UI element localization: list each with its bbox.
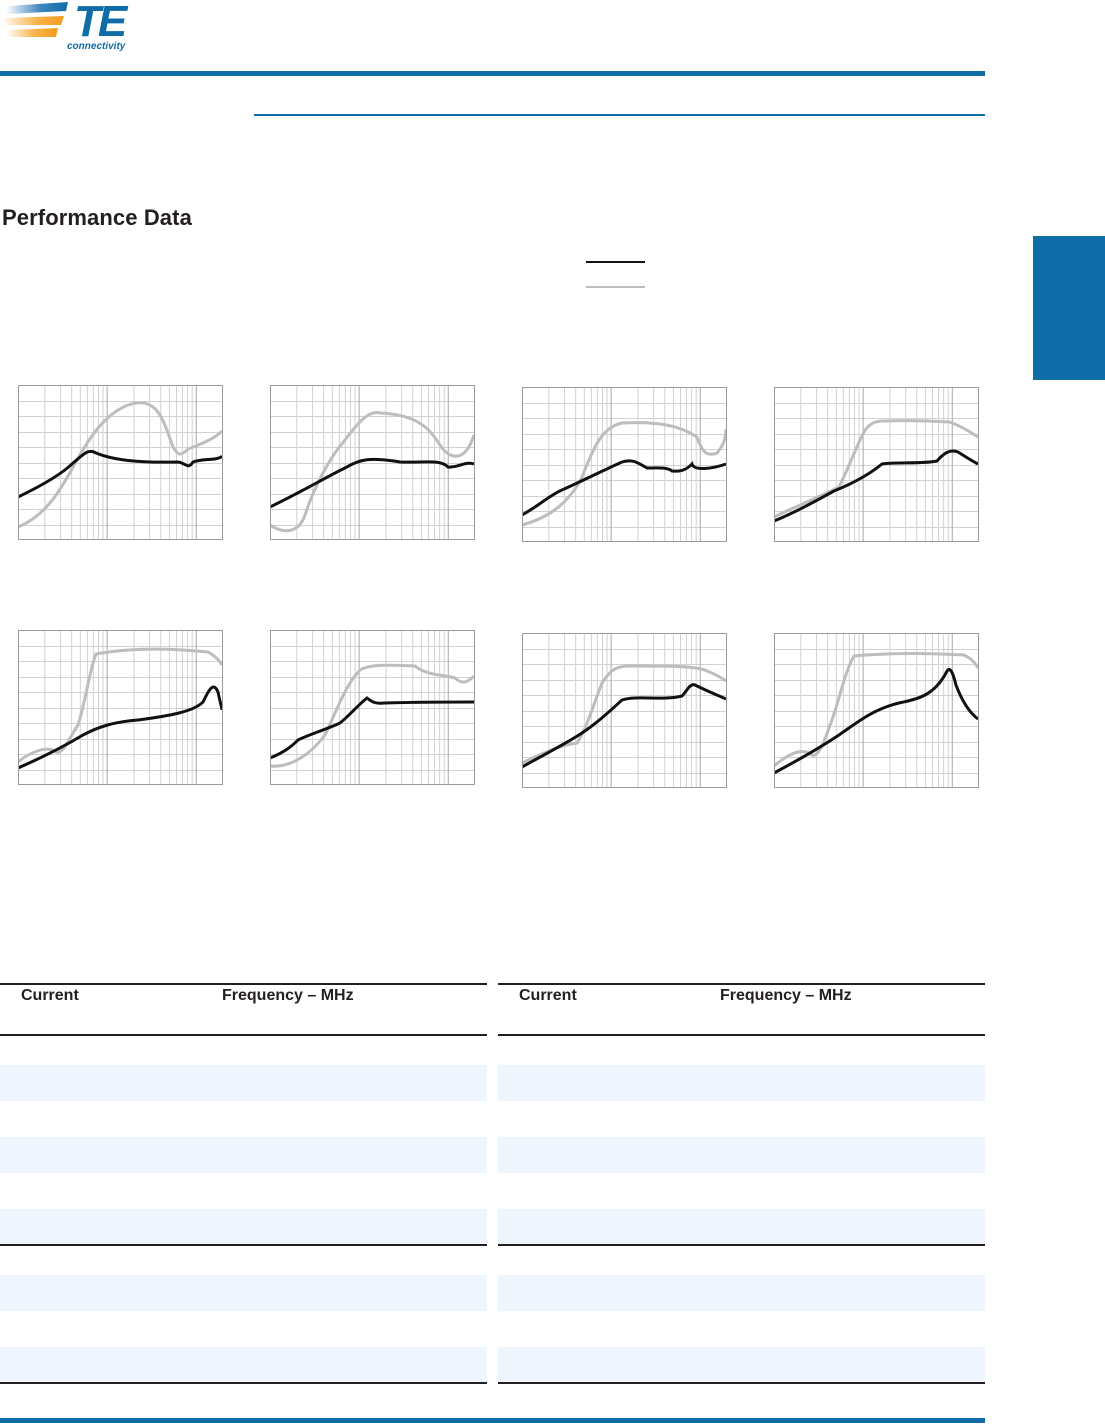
footer-rule (0, 1418, 985, 1423)
table-row (498, 1137, 985, 1173)
graph-2 (270, 385, 475, 540)
graph-4 (774, 387, 979, 542)
table-top-rule (0, 983, 487, 985)
table-row (0, 1137, 487, 1173)
graph-2-plot (270, 385, 475, 540)
table-header-frequency: Frequency – MHz (720, 987, 852, 1004)
graph-gray-curve (18, 401, 223, 529)
table-header-rule (498, 1034, 985, 1036)
graph-6-plot (270, 630, 475, 785)
table-header-current: Current (519, 987, 577, 1004)
graph-5 (18, 630, 223, 785)
header-rule (0, 71, 985, 76)
graph-5-plot (18, 630, 223, 785)
performance-table-right: Current Frequency – MHz (498, 983, 985, 1385)
graph-black-curve (774, 668, 979, 775)
graph-gray-curve (522, 664, 727, 765)
table-row (498, 1347, 985, 1383)
graph-black-curve (270, 457, 475, 509)
table-row (498, 1209, 985, 1245)
side-tab (1033, 236, 1105, 380)
graph-4-plot (774, 387, 979, 542)
graph-3 (522, 387, 727, 542)
graph-black-curve (522, 459, 727, 517)
graph-grid (522, 633, 727, 788)
graph-grid (774, 633, 979, 788)
table-header-frequency: Frequency – MHz (222, 987, 354, 1004)
graph-7 (522, 633, 727, 788)
table-header-rule (0, 1034, 487, 1036)
graph-gray-curve (270, 663, 475, 768)
graph-gray-curve (522, 421, 727, 527)
legend-gray-line (586, 286, 645, 288)
graph-gray-curve (18, 647, 223, 764)
table-top-rule (498, 983, 985, 985)
logo-brand-text: TE (74, 0, 127, 46)
graph-black-curve (18, 449, 223, 499)
graph-3-plot (522, 387, 727, 542)
logo-swoosh-icon (2, 2, 68, 37)
graph-7-plot (522, 633, 727, 788)
logo-tagline: connectivity (67, 41, 126, 52)
graph-black-curve (774, 449, 979, 523)
graph-8 (774, 633, 979, 788)
subheader-rule (254, 114, 985, 116)
graph-grid (270, 385, 475, 540)
graph-1-plot (18, 385, 223, 540)
graph-6 (270, 630, 475, 785)
performance-table-left: Current Frequency – MHz (0, 983, 487, 1385)
graph-8-plot (774, 633, 979, 788)
graph-grid (522, 387, 727, 542)
table-row (0, 1275, 487, 1311)
graph-1 (18, 385, 223, 540)
table-group-rule (498, 1244, 985, 1246)
table-row (0, 1065, 487, 1101)
graph-grid (270, 630, 475, 785)
table-bottom-rule (0, 1382, 487, 1384)
graph-black-curve (270, 696, 475, 760)
graph-black-curve (522, 683, 727, 769)
te-logo: TE connectivity (0, 0, 145, 56)
table-header-current: Current (21, 987, 79, 1004)
graph-black-curve (18, 685, 223, 770)
graph-gray-curve (270, 410, 475, 533)
section-title: Performance Data (2, 205, 192, 230)
table-bottom-rule (498, 1382, 985, 1384)
legend-black-line (586, 261, 645, 263)
table-row (0, 1347, 487, 1383)
table-row (0, 1209, 487, 1245)
table-row (498, 1065, 985, 1101)
table-group-rule (0, 1244, 487, 1246)
table-row (498, 1275, 985, 1311)
graph-grid (774, 387, 979, 542)
